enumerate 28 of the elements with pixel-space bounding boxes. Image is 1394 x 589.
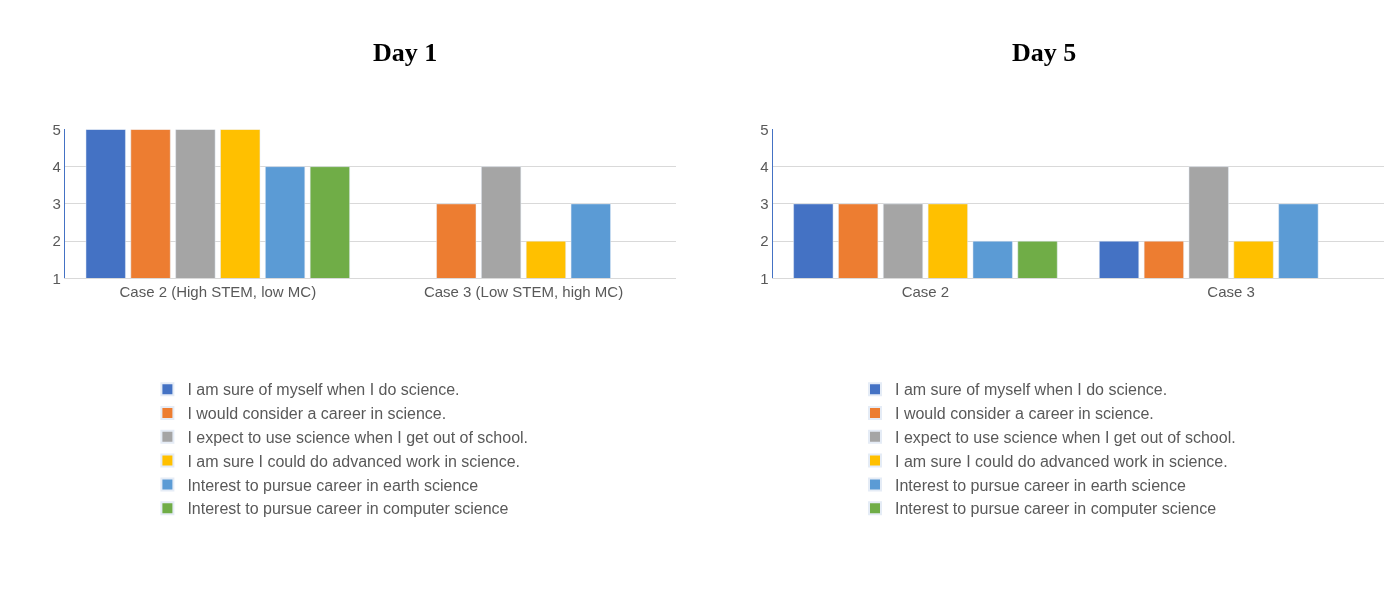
x-tick-label: Case 3	[1207, 283, 1255, 301]
legend-label: I am sure I could do advanced work in science.	[895, 452, 1228, 470]
legend-label: I expect to use science when I get out of school.	[187, 429, 529, 447]
legend-label: Interest to pursue career in computer science	[187, 500, 509, 518]
x-tick-label: Case 2	[901, 283, 950, 301]
legend-label: I would consider a career in science.	[895, 405, 1154, 423]
chart-title: Day 5	[1012, 38, 1077, 67]
legend-label: Interest to pursue career in earth science	[187, 476, 479, 494]
y-tick-label: 3	[52, 195, 61, 213]
y-tick-label: 2	[760, 232, 769, 250]
legend-label: I am sure of myself when I do science.	[895, 381, 1168, 399]
y-tick-label: 2	[52, 232, 61, 250]
x-tick-label: Case 2 (High STEM, low MC)	[119, 283, 317, 301]
y-tick-label: 3	[760, 195, 769, 213]
legend-label: I am sure of myself when I do science.	[187, 381, 460, 399]
y-tick-label: 5	[52, 120, 61, 138]
legend-label: I would consider a career in science.	[187, 405, 447, 423]
y-tick-label: 4	[52, 157, 61, 175]
legend-label: Interest to pursue career in earth science	[895, 476, 1186, 494]
y-tick-label: 1	[52, 269, 61, 287]
legend-label: I expect to use science when I get out of school.	[895, 429, 1236, 447]
legend-label: I am sure I could do advanced work in science.	[187, 452, 521, 470]
chart-title: Day 1	[373, 38, 438, 67]
legend-label: Interest to pursue career in computer science	[895, 500, 1217, 518]
y-tick-label: 4	[760, 157, 769, 175]
y-tick-label: 1	[760, 269, 769, 287]
y-tick-label: 5	[760, 120, 769, 138]
x-tick-label: Case 3 (Low STEM, high MC)	[423, 283, 624, 301]
